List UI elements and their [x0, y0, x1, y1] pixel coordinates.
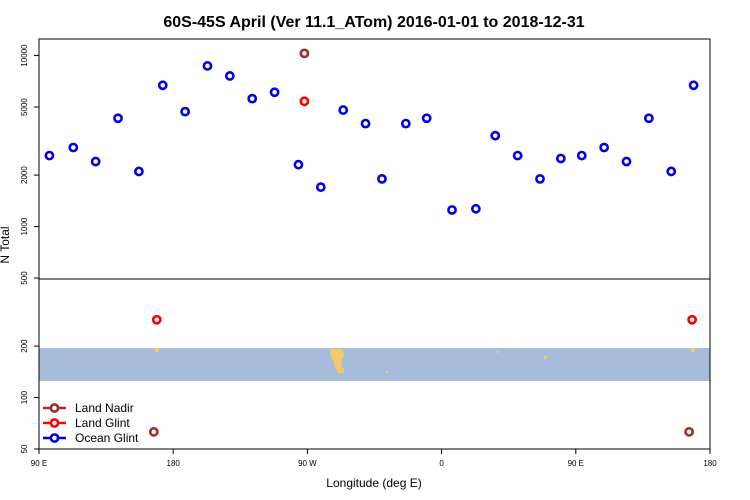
- point-ocean-glint: [90, 156, 101, 167]
- point-ocean-glint: [315, 182, 326, 193]
- point-land-nadir: [148, 426, 159, 437]
- point-ocean-glint: [447, 205, 457, 215]
- point-ocean-glint: [269, 87, 280, 98]
- point-ocean-glint: [490, 130, 501, 141]
- point-land-glint: [299, 96, 310, 107]
- point-ocean-glint: [360, 118, 371, 129]
- point-ocean-glint: [512, 150, 523, 161]
- land-island-5: [497, 351, 499, 353]
- legend-label-land-glint: Land Glint: [75, 416, 130, 430]
- point-ocean-glint: [535, 173, 545, 184]
- point-ocean-glint: [202, 61, 213, 71]
- point-ocean-glint: [470, 203, 481, 214]
- x-tick-label: 0: [439, 459, 444, 468]
- x-axis-label: Longitude (deg E): [326, 476, 421, 490]
- legend-marker-ocean-glint: [49, 433, 60, 443]
- chart-title: 60S-45S April (Ver 11.1_ATom) 2016-01-01…: [163, 14, 584, 31]
- land-mass-south-america: [155, 348, 695, 373]
- point-ocean-glint: [643, 113, 654, 124]
- point-ocean-glint: [599, 142, 610, 153]
- plot-border: [38, 38, 711, 450]
- point-ocean-glint: [157, 80, 168, 91]
- land-tierra-del-fuego: [337, 368, 344, 373]
- point-ocean-glint: [377, 173, 387, 184]
- point-ocean-glint: [180, 106, 191, 117]
- y-tick-label: 50: [20, 444, 29, 453]
- point-land-glint: [687, 314, 698, 325]
- x-axis: 90 E 180 90 W 0 90 E 180: [31, 449, 717, 468]
- x-tick-label: 180: [703, 459, 717, 468]
- y-tick-label: 200: [20, 339, 29, 353]
- plot-frame: [38, 38, 711, 450]
- point-ocean-glint: [688, 80, 699, 91]
- point-ocean-glint: [44, 150, 55, 161]
- land-island-1: [386, 371, 388, 373]
- point-land-nadir: [299, 48, 310, 59]
- point-ocean-glint: [666, 166, 677, 177]
- point-ocean-glint: [293, 159, 304, 170]
- x-tick-label: 180: [167, 459, 181, 468]
- point-land-glint: [151, 314, 162, 325]
- map-background: [39, 348, 710, 381]
- point-ocean-glint: [421, 113, 432, 124]
- land-patagonia: [330, 349, 344, 372]
- point-ocean-glint: [555, 153, 566, 164]
- point-ocean-glint: [621, 156, 632, 167]
- x-tick-label: 90 E: [568, 459, 584, 468]
- y-tick-label: 1000: [20, 217, 29, 235]
- point-ocean-glint: [400, 118, 411, 129]
- x-tick-label: 90 E: [31, 459, 47, 468]
- legend-label-ocean-glint: Ocean Glint: [75, 431, 139, 445]
- point-ocean-glint: [247, 93, 258, 104]
- point-ocean-glint: [224, 71, 235, 81]
- land-island-4: [544, 356, 547, 359]
- point-ocean-glint: [134, 166, 144, 177]
- x-tick-label: 90 W: [298, 459, 317, 468]
- y-tick-label: 10000: [20, 44, 29, 67]
- land-island-3: [691, 348, 695, 352]
- point-land-nadir: [684, 426, 695, 437]
- legend-marker-land-nadir: [49, 403, 60, 413]
- y-axis-label: N Total: [0, 226, 12, 263]
- point-ocean-glint: [68, 142, 79, 153]
- y-tick-label: 100: [20, 390, 29, 404]
- legend-label-land-nadir: Land Nadir: [75, 401, 134, 415]
- legend-marker-land-glint: [49, 418, 60, 428]
- land-island-2: [155, 348, 159, 352]
- point-ocean-glint: [113, 113, 123, 124]
- y-tick-label: 2000: [20, 166, 29, 184]
- ocean-band: [39, 348, 710, 381]
- point-ocean-glint: [576, 150, 587, 161]
- data-points: [44, 48, 699, 437]
- point-ocean-glint: [338, 105, 349, 115]
- y-tick-label: 500: [20, 271, 29, 285]
- y-tick-label: 5000: [20, 98, 29, 116]
- y-axis: 50 100 200 500 1000 2000 5000 10000: [20, 44, 39, 453]
